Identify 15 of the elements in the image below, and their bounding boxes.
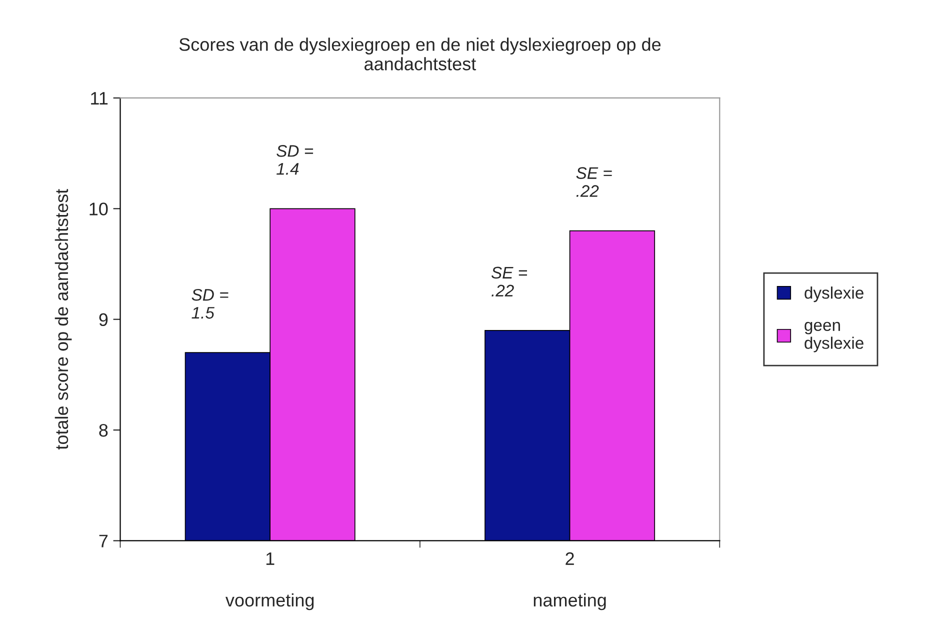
annotation: SD = 1.5: [192, 288, 228, 319]
legend-label: dyslexie: [804, 286, 864, 302]
annotation: SE = .22: [491, 266, 527, 296]
y-tick-label: 9: [99, 313, 108, 326]
annotation: SE = .22: [576, 167, 612, 197]
y-tick-label: 8: [99, 424, 108, 437]
y-tick-label: 10: [90, 202, 108, 216]
category-label: 2 nameting: [534, 552, 606, 610]
legend-label: geen dyslexie: [804, 322, 864, 352]
y-tick-label: 11: [91, 92, 108, 105]
y-axis-title: totale score op de aandachtstest: [54, 188, 72, 450]
chart-title: Scores van de dyslexiegroep en de niet dyslexiegroep op de aandachtstest: [179, 38, 661, 70]
annotation: SD = 1.4: [276, 145, 314, 175]
y-tick-label: 7: [99, 534, 108, 548]
category-label: 1 voormeting: [226, 552, 314, 610]
